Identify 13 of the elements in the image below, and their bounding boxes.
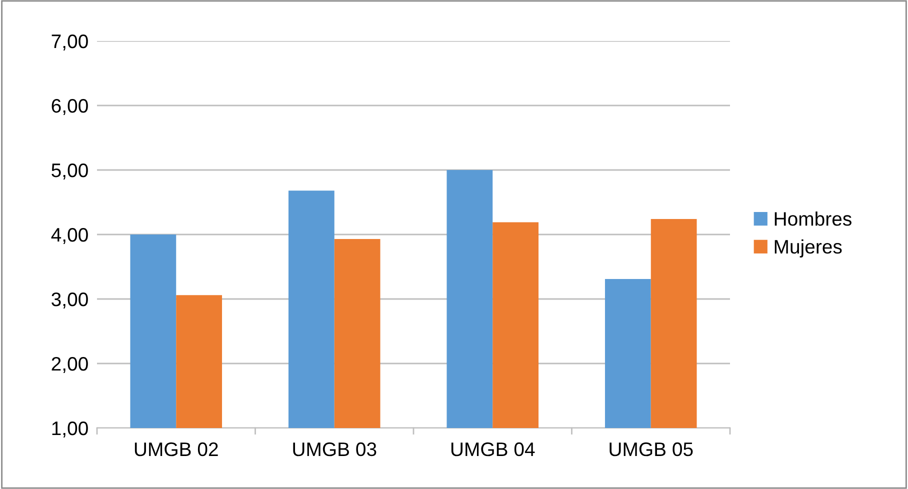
x-tick-label: UMGB 03 bbox=[293, 442, 376, 456]
y-tick-label: 5,00 bbox=[52, 163, 88, 180]
legend-label: Hombres bbox=[774, 212, 852, 226]
y-tick-label: 3,00 bbox=[52, 292, 88, 309]
y-tick-label: 2,00 bbox=[52, 356, 88, 374]
y-tick-label: 4,00 bbox=[51, 228, 88, 244]
y-tick-label: 1,00 bbox=[52, 421, 88, 438]
legend-label: Mujeres bbox=[774, 239, 842, 258]
y-tick-label: 6,00 bbox=[52, 98, 88, 116]
y-tick-label: 7,00 bbox=[52, 34, 88, 51]
x-tick-label: UMGB 05 bbox=[610, 442, 693, 456]
x-tick-label: UMGB 02 bbox=[134, 442, 218, 456]
x-tick-label: UMGB 04 bbox=[451, 442, 535, 456]
